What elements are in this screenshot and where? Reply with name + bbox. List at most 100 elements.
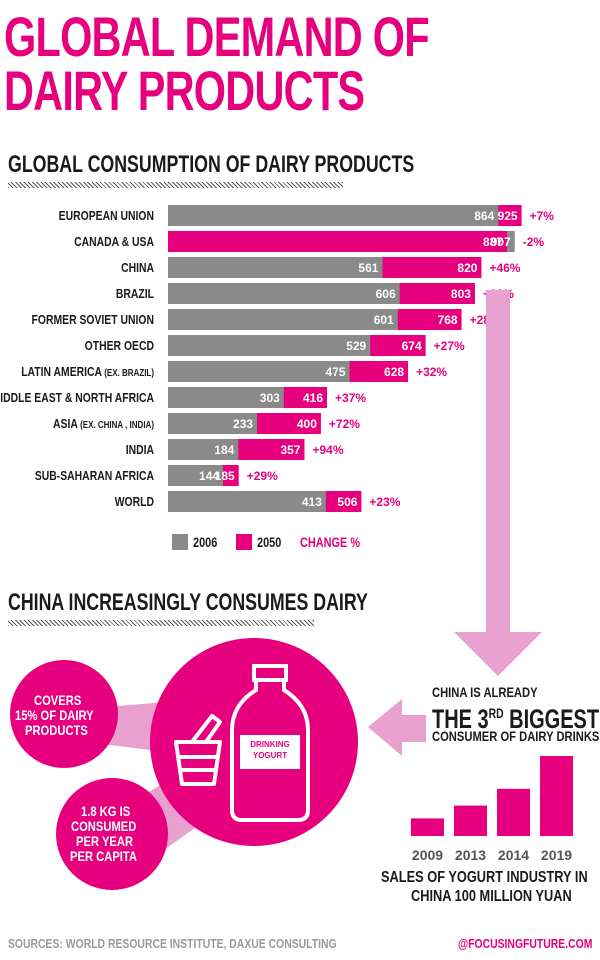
row-label-sub-saharan-africa: SUB-SAHARAN AFRICA [35,469,155,483]
bar-2006-middle-east-north-africa [168,387,284,408]
legend: 2006 [172,534,224,550]
fact-line-1: CHINA IS ALREADY [432,684,538,700]
change-world: +23% [369,495,400,509]
legend-change: CHANGE % [300,534,377,550]
consumption-bar-chart: EUROPEAN UNION 864 925 +7% CANADA & USA 88790… [0,205,555,512]
covers-line-1: COVERS [34,692,82,708]
title-line-2: DAIRY PRODUCTS [4,59,365,122]
value-2050-former-soviet-union: 768 [438,313,458,327]
value-2050-middle-east-north-africa: 416 [303,391,323,405]
value-2006-brazil: 606 [376,287,396,301]
yogurt-caption-line-2: CHINA 100 MILLION YUAN [411,888,572,905]
yogurt-bar-2019 [540,756,573,836]
change-sub-saharan-africa: +29% [247,469,278,483]
value-2050-asia: 400 [297,417,317,431]
value-2006-india: 184 [214,443,234,457]
value-2050-european-union: 925 [498,209,518,223]
value-2050-sub-saharan-africa: 185 [215,469,235,483]
section-underline [8,182,343,188]
yogurt-caption-line-1: SALES OF YOGURT INDUSTRY IN [381,869,588,886]
value-2050-brazil: 803 [451,287,471,301]
row-label-european-union: EUROPEAN UNION [59,209,154,223]
bar-2006-former-soviet-union [168,309,398,330]
value-2050-latin-america: 628 [384,365,404,379]
value-2006-middle-east-north-africa: 303 [260,391,280,405]
yogurt-year-2013: 2013 [455,847,486,863]
legend-2050: 2050 [236,534,288,550]
change-other-oecd: +27% [434,339,465,353]
value-2006-latin-america: 475 [326,365,346,379]
value-2006-sub-saharan-africa: 144 [199,469,219,483]
covers-circle [10,660,118,768]
row-label-brazil: BRAZIL [116,287,154,301]
consumed-line-1: 1.8 KG IS [81,803,131,819]
change-latin-america: +32% [416,365,447,379]
bar-2006-india [168,439,239,460]
change-middle-east-north-africa: +37% [335,391,366,405]
bottle-label: DRINKING YOGURT [240,739,300,761]
value-2006-asia: 233 [233,417,253,431]
consumed-circle [56,778,168,890]
value-2050-world: 506 [337,495,357,509]
bar-2006-world [168,491,326,512]
yogurt-year-2019: 2019 [541,847,572,863]
yogurt-cup-icon [174,714,222,786]
consumed-line-4: PER CAPITA [70,848,138,864]
consumed-text: 1.8 KG IS CONSUMED PER YEAR PER CAPITA [56,804,168,864]
row-label-asia: ASIA (EX. CHINA , INDIA) [53,417,154,431]
yogurt-bottle-icon [230,664,310,822]
bar-2006-latin-america [168,361,350,382]
fact-line-3: CONSUMER OF DAIRY DRINKS. [432,728,600,744]
value-2050-india: 357 [280,443,300,457]
bar-2006-brazil [168,283,400,304]
footer-handle[interactable]: @FOCUSINGFUTURE.COM [458,936,593,951]
value-2050-other-oecd: 674 [402,339,422,353]
legend-swatch-2006 [172,534,188,550]
section-title-china: CHINA INCREASINGLY CONSUMES DAIRY [8,589,368,616]
bottle-label-line-2: YOGURT [252,751,288,760]
row-label-middle-east-north-africa: MIDDLE EAST & NORTH AFRICA [0,391,154,405]
covers-line-3: PRODUCTS [24,722,88,738]
value-2050-canada-usa: 887 [483,235,503,249]
consumed-line-2: CONSUMED [71,818,137,834]
covers-text: COVERS 15% OF DAIRY PRODUCTS [10,693,118,738]
change-china: +46% [489,261,520,275]
bar-2006-china [168,257,383,278]
value-2006-other-oecd: 529 [346,339,366,353]
row-label-latin-america: LATIN AMERICA (EX. BRAZIL) [21,365,154,379]
yogurt-bar-2013 [454,805,487,836]
bar-2050-canada-usa [168,231,508,252]
bar-2006-asia [168,413,258,434]
row-label-china: CHINA [121,261,154,275]
consumed-line-3: PER YEAR [76,833,134,849]
yogurt-bar-2014 [497,788,530,836]
row-label-former-soviet-union: FORMER SOVIET UNION [32,313,154,327]
yogurt-bar-2009 [411,818,444,836]
legend-swatch-2050 [236,534,252,550]
bar-2006-european-union [168,205,499,226]
value-2006-former-soviet-union: 601 [374,313,394,327]
change-canada-usa: -2% [523,235,545,249]
legend-label-2006: 2006 [193,534,218,550]
value-2006-world: 413 [302,495,322,509]
yogurt-caption: SALES OF YOGURT INDUSTRY IN CHINA 100 MI… [381,868,600,906]
value-2006-china: 561 [358,261,378,275]
bottle-label-line-1: DRINKING [250,740,290,749]
change-asia: +72% [329,417,360,431]
fact-superscript: RD [488,705,504,721]
row-label-canada-usa: CANADA & USA [74,235,154,249]
covers-line-2: 15% OF DAIRY [14,707,94,723]
row-label-other-oecd: OTHER OECD [85,339,154,353]
fact-line-2: THE 3RD BIGGEST [432,704,600,734]
section-title-consumption: GLOBAL CONSUMPTION OF DAIRY PRODUCTS [8,151,415,178]
page-title: GLOBAL DEMAND OF DAIRY PRODUCTS [4,5,430,122]
title-line-1: GLOBAL DEMAND OF [4,5,430,68]
yogurt-year-2009: 2009 [412,847,443,863]
row-label-india: INDIA [126,443,155,457]
change-european-union: +7% [530,209,555,223]
row-label-world: WORLD [115,495,154,509]
section-underline-2 [8,620,314,626]
value-2006-canada-usa: 907 [491,235,511,249]
